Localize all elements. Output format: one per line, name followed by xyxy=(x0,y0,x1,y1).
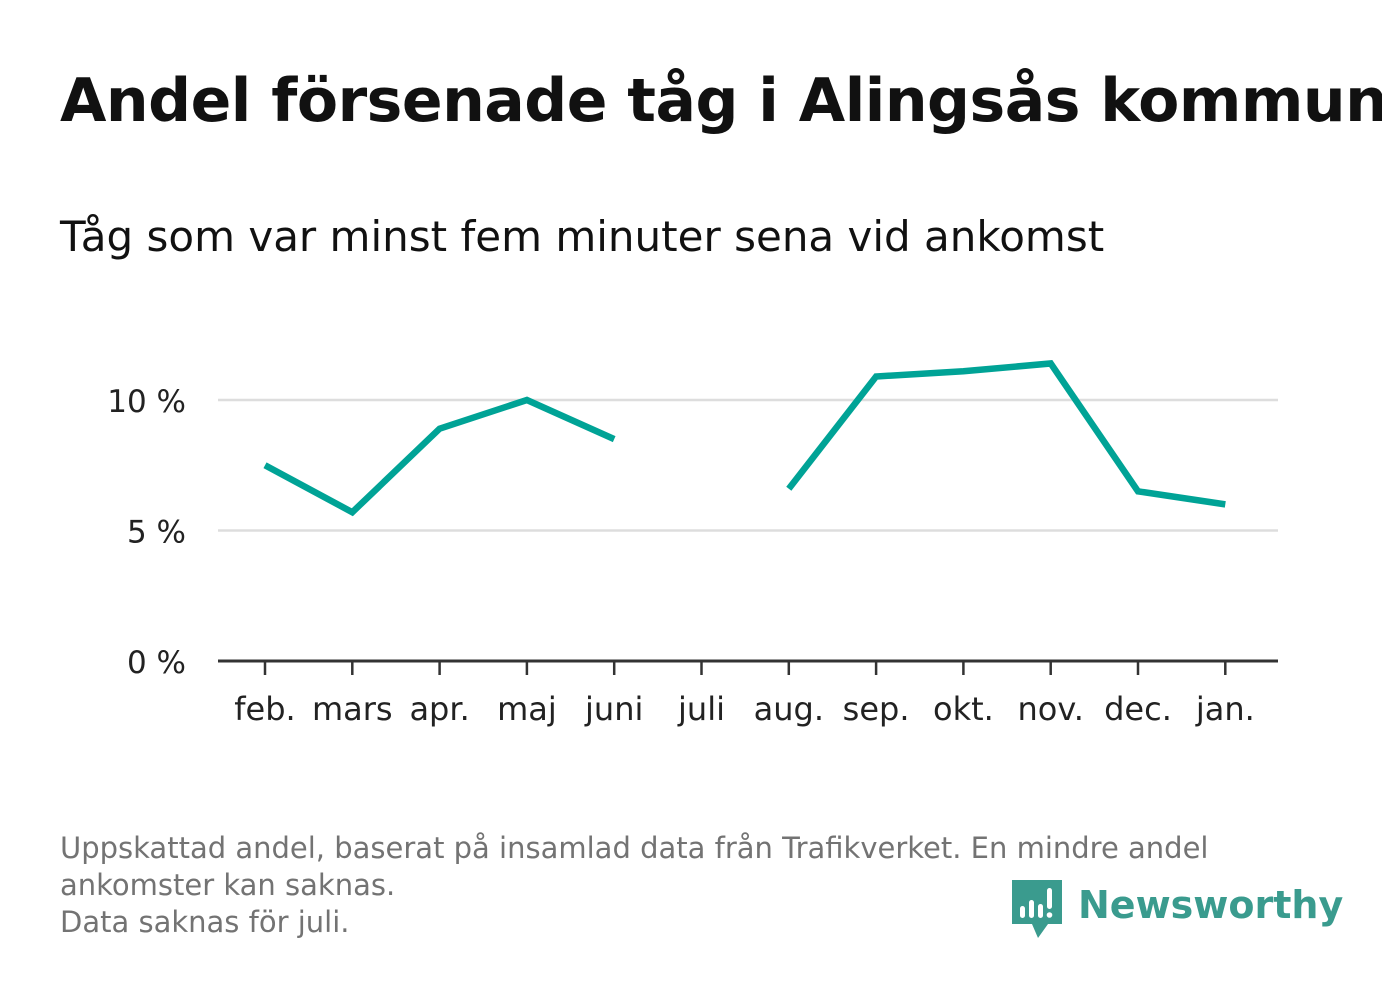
series-line-segment xyxy=(786,360,1226,508)
y-tick-label: 10 % xyxy=(107,384,186,420)
x-tick-label: dec. xyxy=(1104,690,1172,728)
x-tick-label: okt. xyxy=(933,690,994,728)
brand-name: Newsworthy xyxy=(1078,883,1344,927)
brand-logo: Newsworthy xyxy=(1012,880,1343,940)
x-tick-label: sep. xyxy=(843,690,910,728)
x-tick-label: juni xyxy=(584,690,643,728)
y-tick-label: 5 % xyxy=(127,515,186,551)
footnote-line: Data saknas för juli. xyxy=(60,905,350,939)
x-tick-label: apr. xyxy=(409,690,469,728)
footnote: Uppskattad andel, baserat på insamlad da… xyxy=(60,830,1320,941)
bar-chart-speech-bubble-icon xyxy=(1012,880,1062,938)
x-tick-label: feb. xyxy=(234,690,295,728)
x-tick-label: nov. xyxy=(1017,690,1083,728)
x-axis xyxy=(218,659,1278,675)
x-tick-label: juli xyxy=(677,690,725,728)
y-tick-label: 0 % xyxy=(127,645,186,681)
chart-subtitle: Tåg som var minst fem minuter sena vid a… xyxy=(60,212,1105,261)
x-axis-tick-labels: feb. mars apr. maj juni juli aug. sep. okt. nov. d… xyxy=(234,690,1254,728)
series-lines xyxy=(263,360,1226,517)
footnote-line: Uppskattad andel, baserat på insamlad da… xyxy=(60,831,1209,865)
chart-title: Andel försenade tåg i Alingsås kommun xyxy=(60,66,1382,136)
x-tick-label: mars xyxy=(312,690,393,728)
y-axis-tick-labels: 0 % 5 % 10 % xyxy=(107,384,186,681)
x-tick-label: maj xyxy=(497,690,557,728)
x-tick-label: aug. xyxy=(754,690,824,728)
x-tick-label: jan. xyxy=(1195,690,1255,728)
series-line-segment xyxy=(263,396,616,517)
footnote-line: ankomster kan saknas. xyxy=(60,868,396,902)
gridlines xyxy=(218,398,1278,532)
